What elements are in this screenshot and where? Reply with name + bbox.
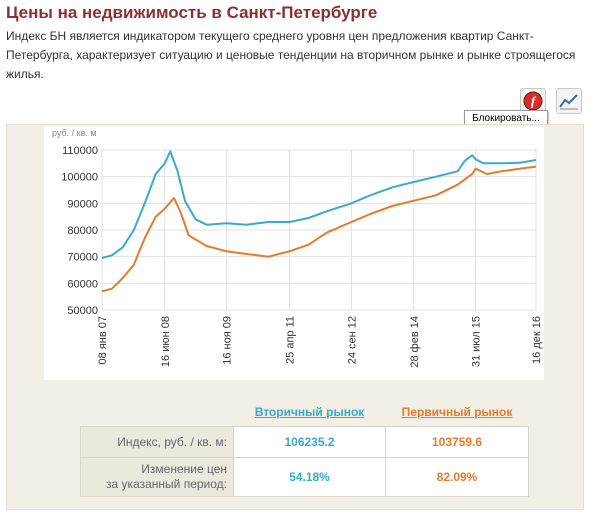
- index-label: Индекс, руб. / кв. м:: [80, 426, 234, 458]
- y-tick-label: 100000: [61, 172, 98, 184]
- page-description: Индекс БН является индикатором текущего …: [6, 29, 576, 81]
- page-title: Цены на недвижимость в Санкт-Петербурге: [6, 3, 378, 22]
- y-tick-label: 90000: [67, 198, 98, 210]
- price-chart: руб. / кв. м 110000 100000 90000 80000 70000…: [44, 126, 544, 380]
- x-tick-label: 28 фев 14: [409, 316, 421, 368]
- x-tick-label: 31 июл 15: [471, 316, 483, 367]
- x-tick-label: 08 янв 07: [97, 316, 109, 364]
- line-chart-icon: [559, 94, 578, 110]
- secondary-change-value: 54.18%: [233, 457, 386, 497]
- chart-mode-button[interactable]: [556, 88, 582, 114]
- y-tick-label: 60000: [67, 278, 98, 290]
- svg-text:f: f: [531, 94, 537, 109]
- x-tick-label: 16 дек 16: [531, 316, 543, 364]
- primary-change-value: 82.09%: [385, 457, 529, 497]
- x-tick-label: 25 апр 11: [284, 316, 296, 364]
- y-tick-label: 110000: [62, 145, 98, 157]
- x-tick-label: 16 ноя 09: [222, 316, 234, 365]
- primary-market-link[interactable]: Первичный рынок: [401, 405, 513, 419]
- secondary-index-value: 106235.2: [233, 426, 386, 458]
- secondary-market-link[interactable]: Вторичный рынок: [254, 405, 365, 419]
- x-tick-label: 16 июн 08: [160, 316, 172, 367]
- secondary-market-line: [101, 150, 537, 259]
- flash-icon: f: [523, 91, 543, 111]
- stats-table: Вторичный рынок Первичный рынок Индекс, …: [80, 398, 529, 497]
- y-tick-label: 80000: [67, 225, 98, 237]
- change-label-line1: Изменение цен: [141, 462, 227, 476]
- x-tick-label: 24 сен 12: [346, 316, 358, 364]
- flash-button[interactable]: f: [520, 88, 546, 114]
- primary-market-line: [101, 165, 537, 293]
- primary-index-value: 103759.6: [385, 426, 529, 458]
- change-label: Изменение цен за указанный период:: [80, 457, 234, 497]
- change-label-line2: за указанный период:: [106, 477, 227, 491]
- y-tick-label: 50000: [67, 305, 98, 317]
- y-axis-label: руб. / кв. м: [52, 128, 97, 138]
- y-tick-label: 70000: [67, 252, 98, 264]
